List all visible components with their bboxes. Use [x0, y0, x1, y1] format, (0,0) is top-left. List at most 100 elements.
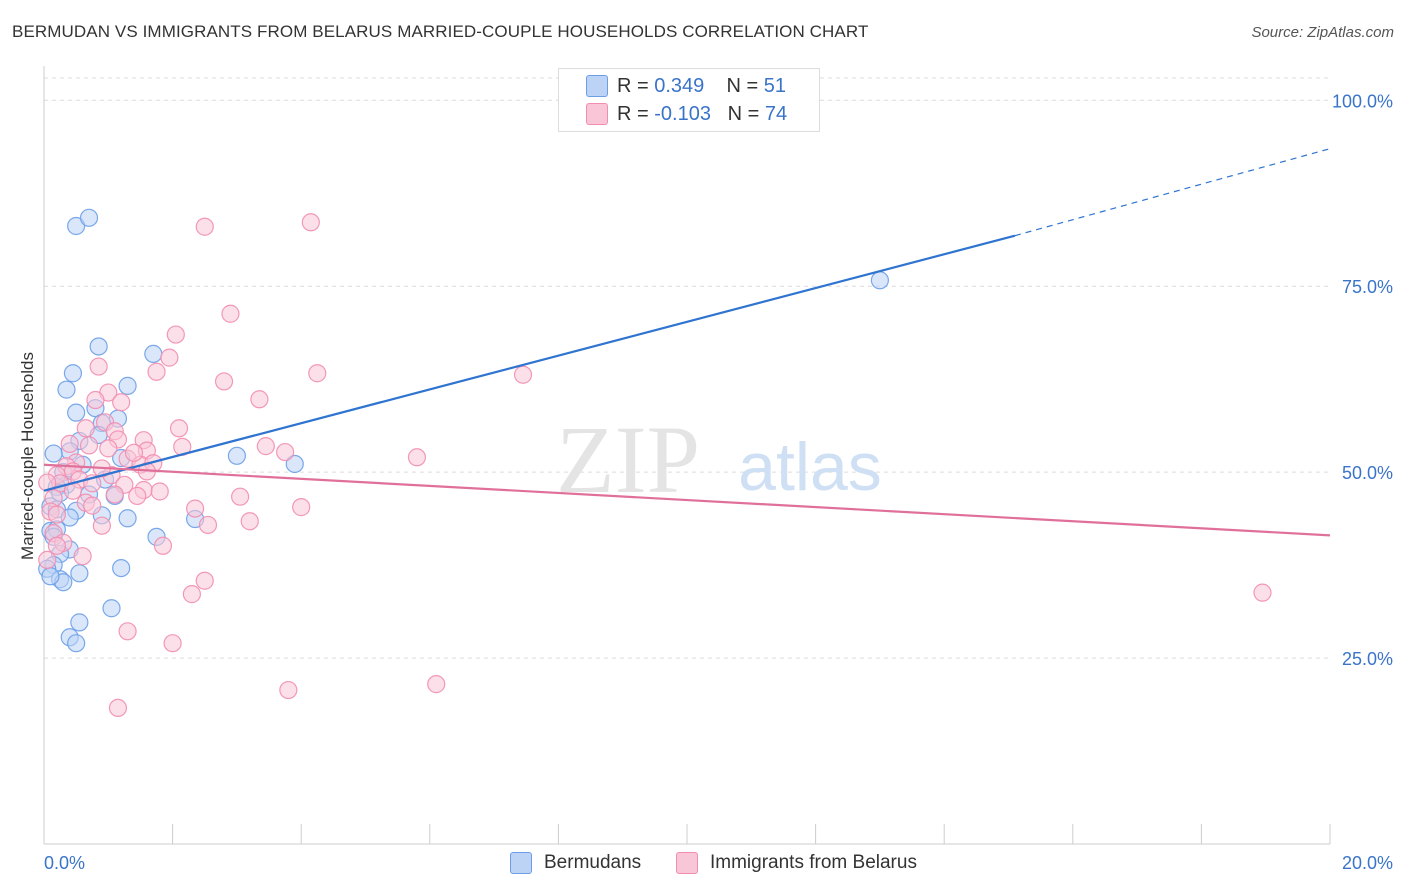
data-point	[67, 634, 86, 653]
data-point	[63, 364, 83, 383]
n-value-bermudans: 51	[763, 74, 787, 97]
legend-swatch-bermudans	[586, 75, 608, 97]
stats-row-bermudans: R = 0.349 N = 51	[586, 73, 787, 99]
data-point	[79, 208, 99, 227]
data-point	[76, 419, 95, 438]
data-point	[250, 390, 269, 409]
data-point	[186, 499, 205, 518]
axis-labels: 25.0% 50.0% 75.0% 100.0% 0.0% 20.0% Married-co…	[18, 91, 1393, 873]
data-point	[870, 271, 890, 290]
y-axis-label: Married-couple Households	[18, 352, 37, 560]
trend-line	[43, 463, 1331, 537]
data-point	[195, 217, 214, 236]
data-point	[182, 585, 201, 604]
watermark-atlas: atlas	[738, 429, 882, 505]
data-point	[147, 362, 166, 381]
y-tick-label: 100.0%	[1332, 91, 1393, 111]
data-point	[67, 403, 86, 422]
data-point	[118, 509, 137, 528]
data-point	[163, 634, 182, 653]
chart-title: BERMUDAN VS IMMIGRANTS FROM BELARUS MARR…	[12, 22, 869, 41]
data-point	[38, 550, 57, 570]
watermark: ZIP atlas	[556, 406, 882, 513]
data-point	[57, 380, 76, 399]
legend-swatch	[510, 852, 532, 874]
data-point	[214, 372, 234, 391]
legend-swatch	[676, 852, 698, 874]
trend-line	[43, 234, 1016, 492]
data-point	[47, 505, 66, 524]
legend-label: Immigrants from Belarus	[710, 852, 917, 873]
axes	[43, 66, 1331, 845]
data-point	[144, 344, 163, 364]
data-point	[41, 567, 60, 586]
trend-line-extension	[1014, 148, 1331, 237]
data-point	[160, 348, 179, 367]
data-point	[308, 364, 327, 383]
data-point	[279, 680, 298, 700]
x-tick-label: 0.0%	[44, 853, 85, 873]
data-point	[427, 675, 446, 694]
data-point	[301, 213, 320, 232]
stats-legend: R = 0.349 N = 51 R = -0.103 N = 74	[558, 68, 820, 132]
data-point	[44, 444, 63, 463]
data-point	[38, 473, 57, 492]
data-point	[105, 485, 124, 504]
data-point	[47, 536, 66, 555]
legend-item-bermudans[interactable]: Bermudans	[510, 852, 641, 874]
gridlines	[44, 77, 1330, 659]
source-label: Source: ZipAtlas.com	[1251, 24, 1394, 41]
stats-row-belarus: R = -0.103 N = 74	[586, 101, 788, 127]
series-legend: Bermudans Immigrants from Belarus	[0, 850, 1406, 878]
data-point	[102, 599, 121, 618]
data-point	[70, 564, 89, 583]
y-tick-label: 25.0%	[1342, 649, 1393, 669]
data-point	[118, 622, 137, 641]
data-point	[83, 496, 102, 515]
data-point	[407, 448, 427, 467]
series-immigrants-from-belarus	[38, 213, 1272, 718]
legend-item-belarus[interactable]: Immigrants from Belarus	[676, 852, 917, 874]
trend-lines	[43, 148, 1331, 537]
legend-label: Bermudans	[544, 852, 642, 873]
data-point	[112, 393, 131, 412]
r-label: R =	[617, 102, 655, 125]
data-point	[150, 482, 169, 501]
data-point	[153, 536, 173, 555]
data-point	[89, 337, 108, 356]
y-tick-label: 50.0%	[1342, 463, 1393, 483]
data-points	[38, 208, 1272, 718]
n-label: N =	[727, 102, 765, 125]
data-point	[1253, 583, 1272, 602]
r-value-bermudans: 0.349	[654, 74, 705, 97]
data-point	[99, 439, 118, 458]
data-point	[231, 487, 250, 506]
legend-swatch-belarus	[586, 103, 608, 125]
data-point	[166, 325, 185, 344]
data-point	[60, 434, 79, 453]
data-point	[112, 558, 131, 578]
data-point	[513, 365, 533, 384]
data-point	[292, 498, 311, 517]
n-label: N =	[726, 74, 764, 97]
data-point	[124, 443, 144, 462]
data-point	[221, 304, 240, 323]
data-point	[73, 547, 92, 566]
data-point	[198, 515, 218, 535]
data-point	[108, 698, 128, 718]
data-point	[240, 512, 259, 531]
data-point	[276, 442, 295, 462]
data-point	[195, 571, 214, 590]
data-point	[227, 446, 246, 465]
data-point	[92, 516, 111, 535]
n-value-belarus: 74	[764, 102, 788, 125]
r-label: R =	[617, 74, 655, 97]
data-point	[79, 436, 99, 455]
data-point	[86, 390, 105, 410]
data-point	[70, 613, 89, 632]
data-point	[67, 216, 86, 236]
data-point	[89, 357, 108, 376]
r-value-belarus: -0.103	[654, 102, 711, 125]
data-point	[256, 437, 275, 456]
